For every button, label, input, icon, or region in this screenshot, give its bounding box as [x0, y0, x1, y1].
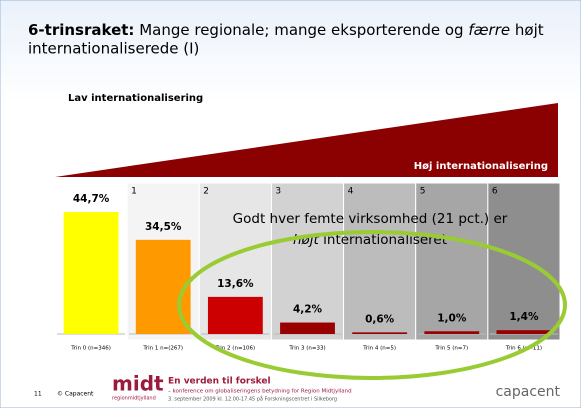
column-number: 5 [420, 187, 426, 197]
column-number: 2 [203, 187, 209, 197]
brand: capacent [496, 384, 561, 400]
wedge [55, 103, 558, 177]
page-number: 11 [34, 391, 42, 398]
x-tick-label: Trin 5 (n=7) [434, 346, 468, 352]
logo: midt [112, 372, 164, 396]
value-label: 13,6% [217, 278, 254, 290]
value-label: 0,6% [365, 313, 395, 325]
bar [207, 296, 263, 334]
annotation: Godt hver femte virksomhed (21 pct.) er [233, 211, 508, 227]
annotation-part: internationaliseret [323, 232, 447, 248]
bar [63, 212, 119, 334]
highlight-ellipse [177, 230, 567, 380]
column-number: 6 [492, 187, 498, 197]
wedge-label: Høj internationalisering [414, 161, 548, 172]
x-tick-label: Trin 1 n=(267) [142, 346, 183, 352]
title-line-2: internationaliserede (I) [28, 40, 199, 58]
title-part: højt [515, 21, 544, 39]
x-tick-label: Trin 3 (n=33) [288, 346, 325, 352]
value-label: 4,2% [293, 304, 323, 316]
column-number: 1 [131, 187, 137, 197]
value-label: 44,7% [73, 193, 110, 205]
title-part: 6-trinsraket: [28, 21, 134, 39]
value-label: 1,4% [509, 311, 539, 323]
x-tick-label: Trin 2 (n=106) [214, 346, 255, 352]
bar [280, 322, 335, 334]
bar [496, 330, 552, 334]
event: En verden til forskel [168, 377, 271, 387]
column-background [343, 182, 417, 341]
x-tick-label: Trin 4 (n=5) [362, 346, 396, 352]
value-label: 1,0% [437, 312, 467, 324]
bar [352, 332, 408, 334]
event-date: 3. september 2009 kl. 12.00-17.45 på For… [168, 396, 337, 403]
value-label: 34,5% [145, 221, 182, 233]
logo-sub: regionmidtjylland [112, 396, 156, 402]
column-background [270, 182, 345, 341]
bar [424, 331, 480, 334]
title-part: Mange regionale; mange eksporterende og [139, 21, 463, 39]
wedge-label: Lav internationalisering [68, 93, 203, 104]
column-number: 4 [348, 187, 354, 197]
slide-title: 6-trinsraket: Mange regionale; mange eks… [28, 21, 544, 39]
x-tick-label: Trin 0 (n=346) [70, 346, 111, 352]
copyright: © Capacent [57, 391, 94, 398]
column-number: 3 [275, 187, 281, 197]
title-part: færre [468, 21, 510, 39]
event-sub: – konference om globaliseringens betydni… [168, 389, 352, 395]
